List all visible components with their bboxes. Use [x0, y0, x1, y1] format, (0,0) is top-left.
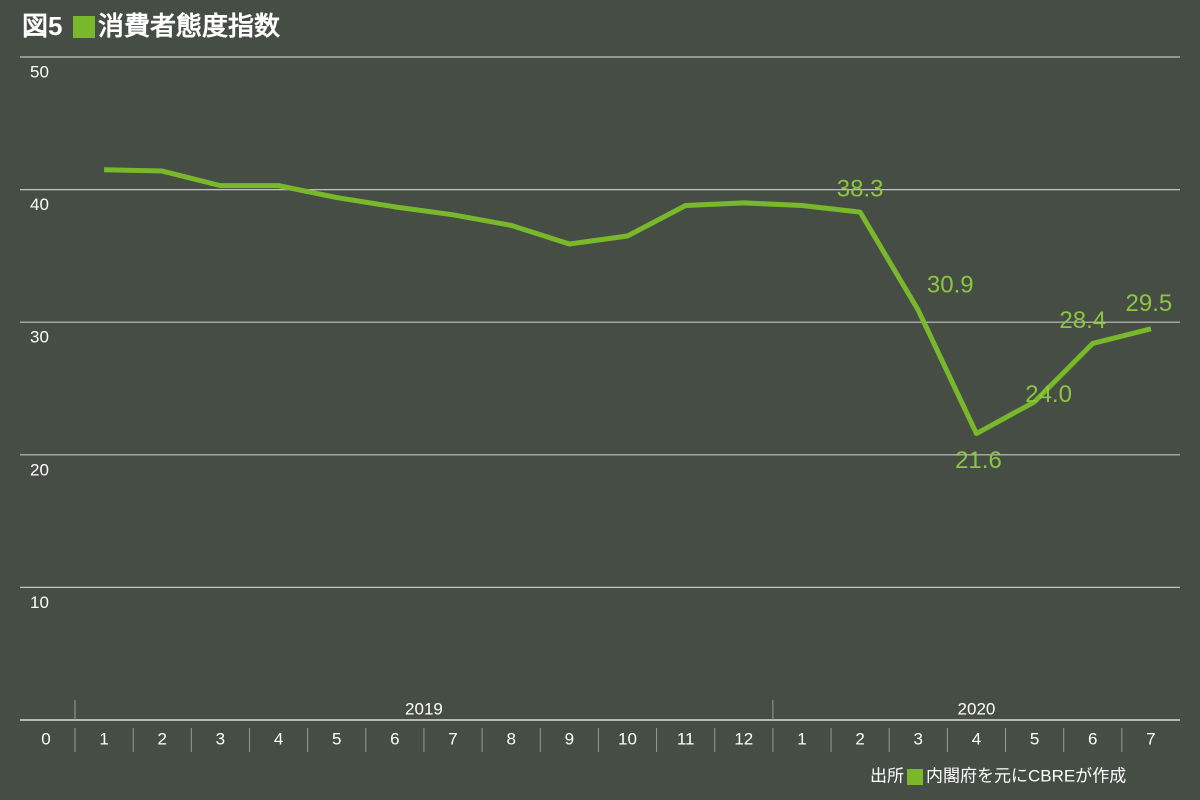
x-tick-label: 6: [390, 729, 399, 748]
title-square: [73, 16, 95, 38]
x-tick-label: 2: [158, 729, 167, 748]
x-tick-label: 1: [797, 729, 806, 748]
series-line: [104, 167, 1152, 437]
x-tick-label: 12: [734, 729, 753, 748]
x-tick-label: 11: [677, 729, 695, 748]
x-tick-label: 4: [972, 729, 981, 748]
value-label: 21.6: [955, 447, 1002, 474]
value-label: 29.5: [1126, 290, 1173, 317]
x-tick-label: 5: [1030, 729, 1039, 748]
value-label: 38.3: [837, 175, 884, 202]
y-tick-label: 20: [30, 460, 49, 479]
source-square: [907, 769, 923, 785]
source-label: 出所: [870, 766, 904, 785]
chart-title: 消費者態度指数: [98, 11, 281, 41]
x-tick-label: 10: [618, 729, 637, 748]
x-tick-label: 2: [855, 729, 864, 748]
x-tick-label: 1: [99, 729, 108, 748]
x-tick-label: 7: [448, 729, 457, 748]
group-label: 2019: [405, 699, 443, 718]
y-tick-label: 40: [30, 195, 49, 214]
y-tick-label: 30: [30, 328, 49, 347]
x-tick-label: 7: [1146, 729, 1155, 748]
x-tick-label: 3: [216, 729, 225, 748]
x-tick-label: 8: [506, 729, 515, 748]
figure-label: 図5: [22, 11, 62, 41]
value-label: 28.4: [1059, 307, 1106, 334]
group-label: 2020: [958, 699, 996, 718]
value-label: 24.0: [1025, 381, 1072, 408]
y-tick-label: 10: [30, 593, 49, 612]
x-tick-label: 5: [332, 729, 341, 748]
y-tick-label: 50: [30, 62, 49, 81]
y-tick-label: 0: [41, 729, 50, 748]
value-label: 30.9: [927, 272, 974, 299]
x-tick-label: 4: [274, 729, 283, 748]
x-tick-label: 9: [565, 729, 574, 748]
source: 内閣府を元にCBREが作成: [926, 766, 1126, 785]
x-tick-label: 3: [914, 729, 923, 748]
x-tick-label: 6: [1088, 729, 1097, 748]
